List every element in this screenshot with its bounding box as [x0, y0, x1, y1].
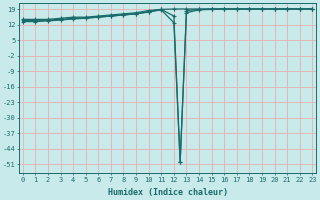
X-axis label: Humidex (Indice chaleur): Humidex (Indice chaleur) [108, 188, 228, 197]
